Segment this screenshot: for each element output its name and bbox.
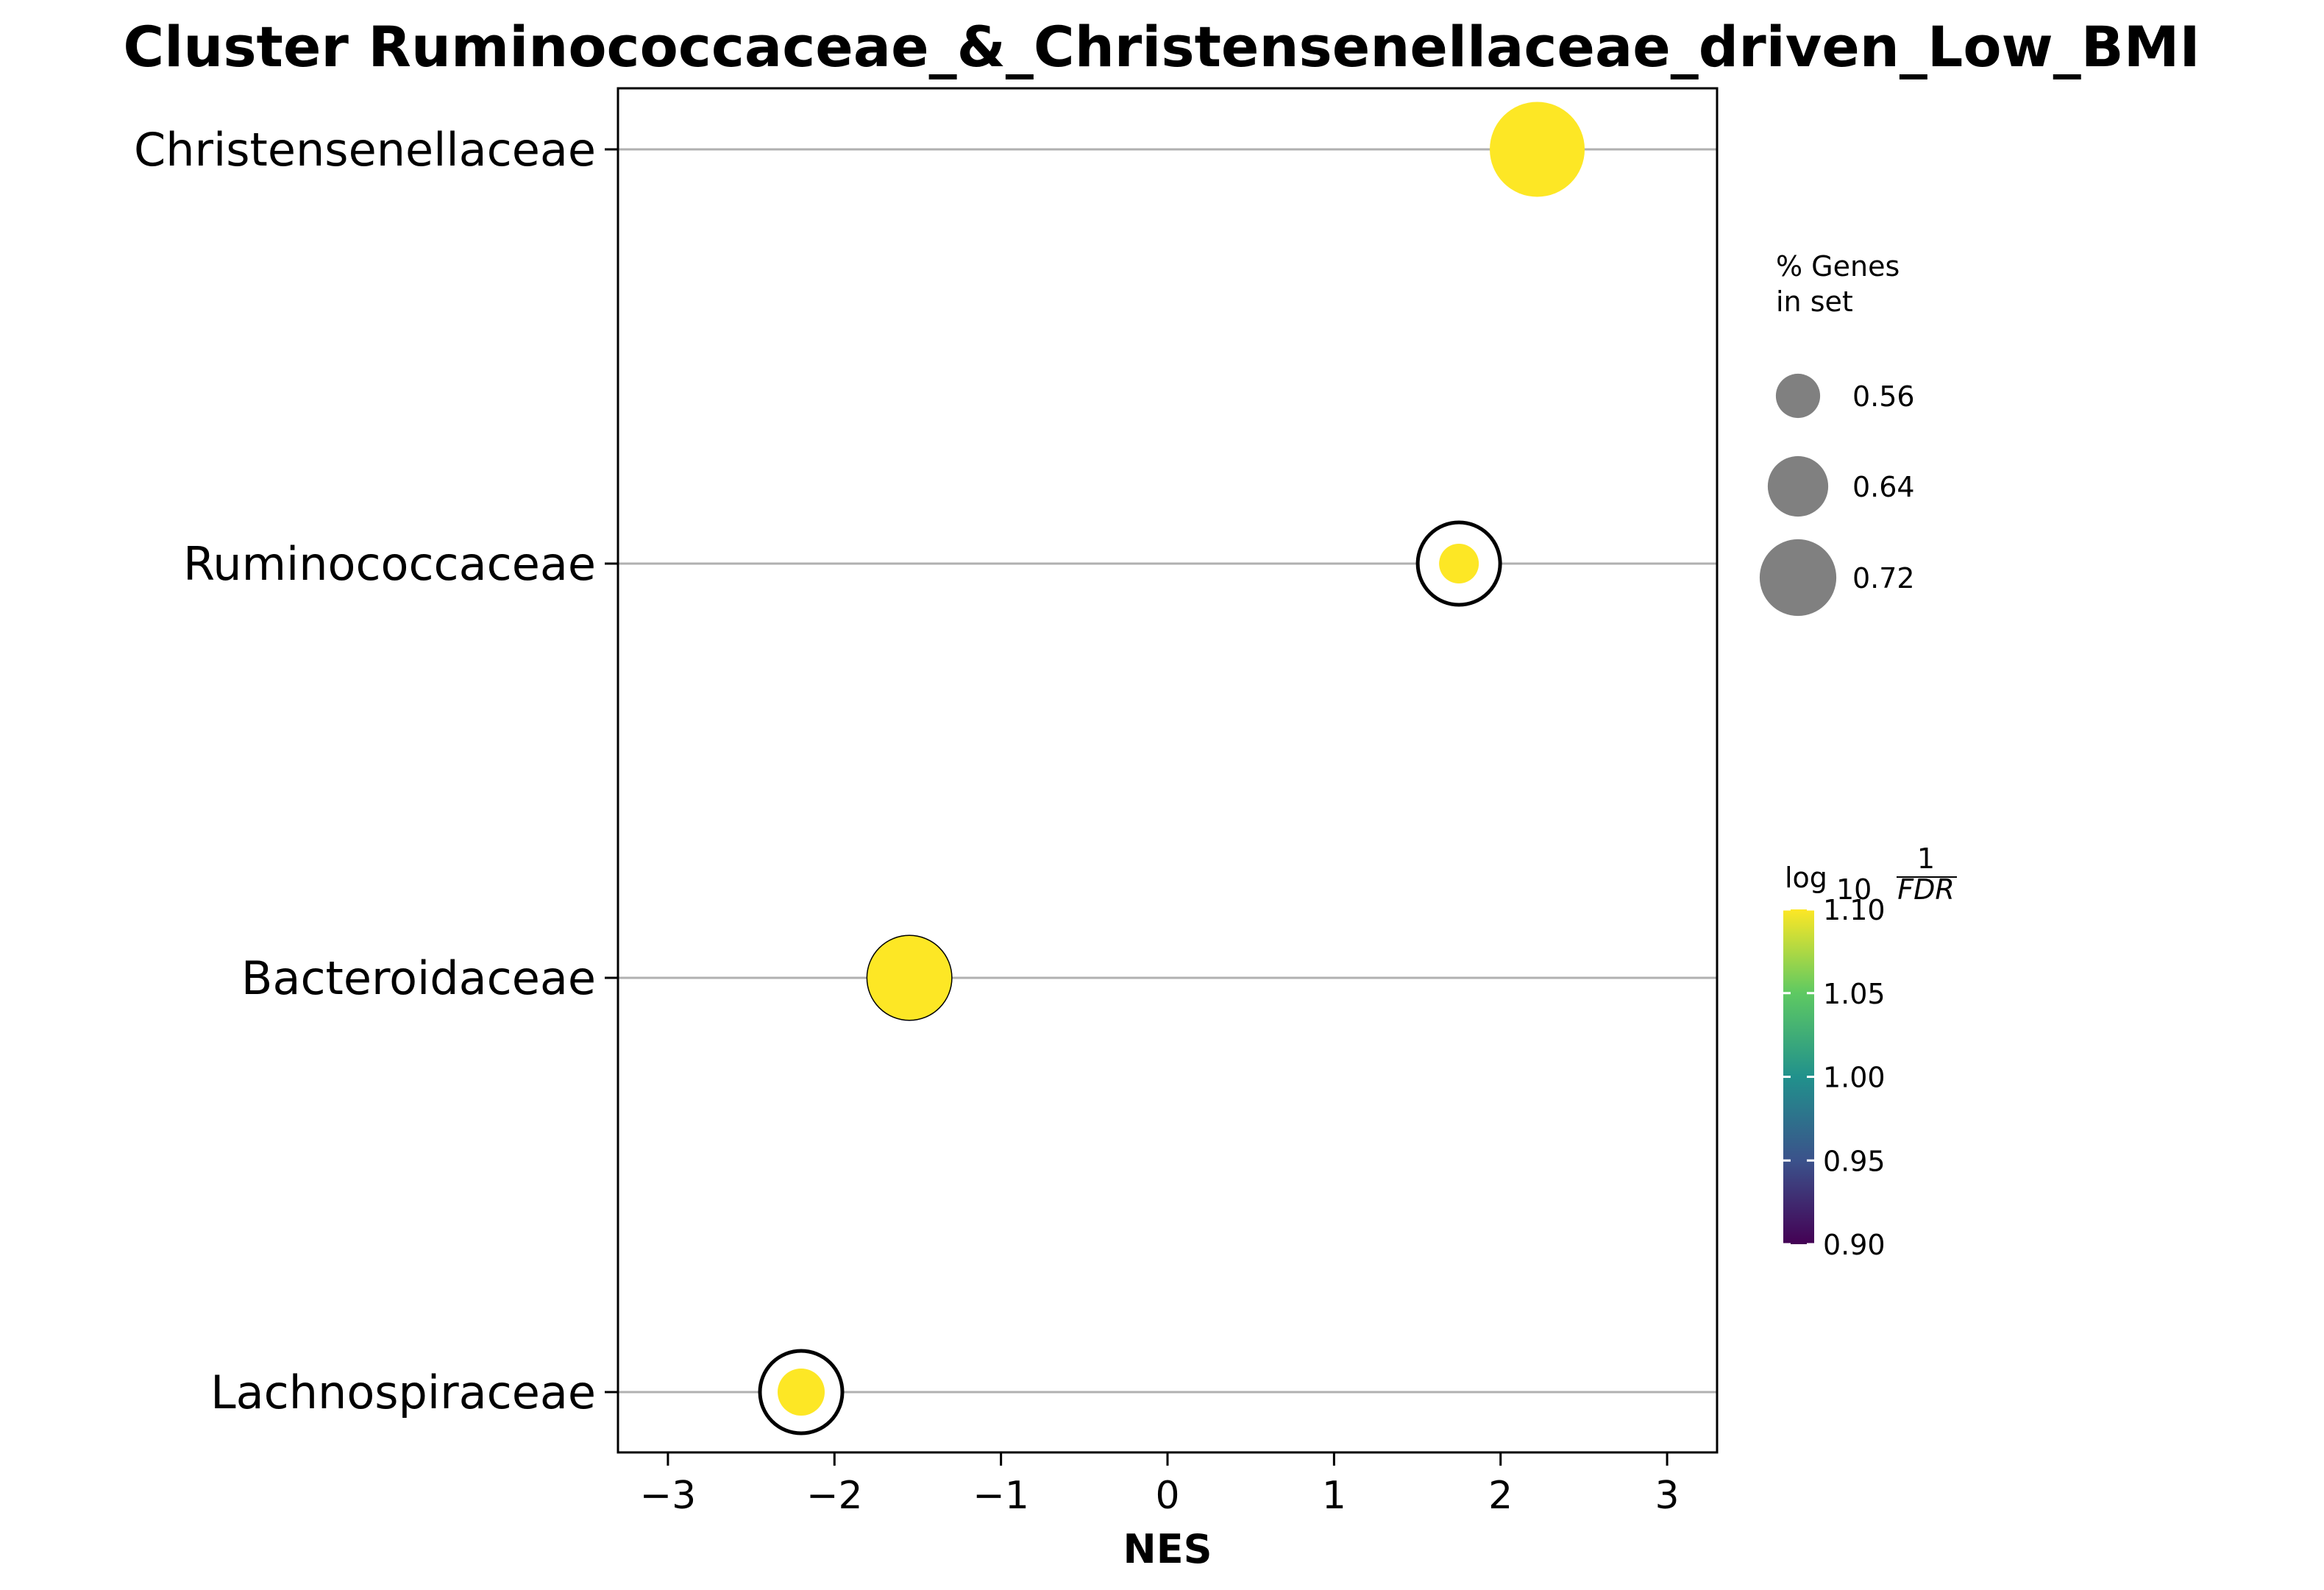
point-0 [1490, 102, 1585, 197]
colorbar-label-den: FDR [1897, 873, 1955, 906]
point-3 [778, 1369, 825, 1416]
size-legend-title: in set [1776, 285, 1853, 318]
size-legend-title: % Genes [1776, 250, 1900, 283]
colorbar-tick-label: 1.05 [1823, 978, 1886, 1010]
x-tick-label: −3 [640, 1474, 697, 1518]
colorbar-label-log: log [1785, 862, 1827, 894]
colorbar-label-num: 1 [1917, 842, 1935, 875]
points-layer [758, 102, 1585, 1435]
colorbar-tick-label: 1.10 [1823, 894, 1886, 926]
size-legend-label: 0.56 [1852, 380, 1915, 413]
y-tick-label: Bacteroidaceae [241, 951, 596, 1005]
size-legend-label: 0.64 [1852, 471, 1915, 503]
colorbar-tick-label: 1.00 [1823, 1062, 1886, 1094]
x-tick-label: 0 [1155, 1474, 1179, 1518]
x-tick-label: 2 [1488, 1474, 1513, 1518]
size-legend-marker-0 [1775, 373, 1821, 419]
x-axis: −3 −2 −1 0 1 2 3 [640, 1452, 1680, 1518]
point-1 [1439, 544, 1479, 583]
chart-title: Cluster Ruminococcaceae_&_Christensenell… [123, 14, 2200, 79]
x-axis-label: NES [1123, 1526, 1212, 1572]
x-tick-label: −2 [806, 1474, 863, 1518]
size-legend-label: 0.72 [1852, 562, 1915, 595]
plot-frame [616, 87, 1719, 1454]
y-axis: Christensenellaceae Ruminococcaceae Bacter… [134, 123, 618, 1419]
grid-layer [618, 148, 1717, 1394]
y-tick-label: Ruminococcaceae [183, 537, 596, 591]
x-tick-label: 3 [1655, 1474, 1680, 1518]
colorbar-tick-label: 0.90 [1823, 1229, 1886, 1261]
point-2 [867, 936, 952, 1020]
x-tick-label: −1 [973, 1474, 1029, 1518]
size-legend-marker-1 [1767, 455, 1829, 517]
colorbar-label-sub: 10 [1836, 873, 1872, 906]
x-tick-label: 1 [1322, 1474, 1346, 1518]
size-legend-marker-2 [1759, 539, 1837, 617]
colorbar-tick-label: 0.95 [1823, 1145, 1886, 1177]
y-tick-label: Christensenellaceae [134, 123, 596, 177]
y-tick-label: Lachnospiraceae [210, 1366, 596, 1419]
